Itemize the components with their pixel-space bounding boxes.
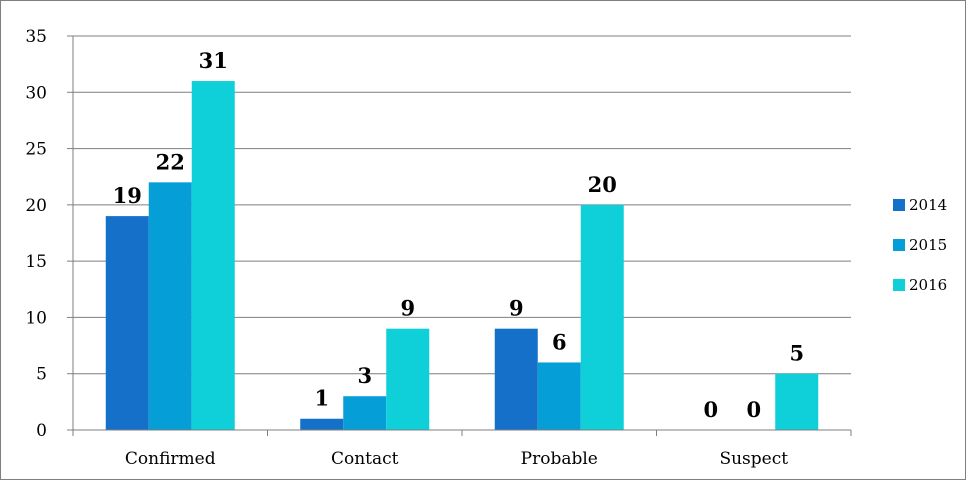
x-category-label: Suspect — [719, 449, 788, 469]
bar-2016 — [775, 373, 819, 430]
bar-2015 — [148, 182, 192, 430]
data-label: 3 — [357, 363, 372, 388]
data-label: 6 — [552, 329, 567, 354]
y-tick-label: 15 — [25, 252, 47, 272]
legend-label: 2016 — [909, 276, 947, 294]
legend-swatch — [893, 199, 905, 211]
bar-2016 — [580, 204, 624, 430]
data-label: 0 — [746, 397, 761, 422]
y-tick-label: 25 — [25, 140, 47, 160]
legend-swatch — [893, 239, 905, 251]
x-axis-categories: Confirmed Contact Probable Suspect — [125, 449, 788, 469]
y-tick-label: 20 — [25, 196, 47, 216]
legend-label: 2015 — [909, 236, 947, 254]
bar-2015 — [537, 362, 581, 430]
bar-2014 — [300, 418, 344, 430]
x-category-label: Confirmed — [125, 449, 216, 469]
data-labels: 19 22 31 1 3 9 9 6 20 0 0 5 — [113, 48, 804, 422]
data-label: 20 — [588, 172, 617, 197]
bars — [105, 81, 819, 431]
bar-2014 — [105, 216, 149, 430]
bar-2014 — [494, 328, 538, 430]
bar-2016 — [191, 81, 235, 431]
legend: 2014 2015 2016 — [893, 196, 947, 294]
y-tick-label: 10 — [25, 308, 47, 328]
data-label: 19 — [113, 183, 142, 208]
bar-2015 — [343, 396, 387, 430]
x-category-label: Contact — [331, 449, 399, 469]
data-label: 1 — [314, 386, 329, 411]
axes — [72, 36, 852, 436]
legend-label: 2014 — [909, 196, 947, 214]
y-tick-label: 5 — [36, 365, 47, 385]
data-label: 22 — [156, 149, 185, 174]
bar-2016 — [386, 328, 430, 430]
data-label: 9 — [509, 296, 524, 321]
data-label: 5 — [789, 341, 804, 366]
y-axis-ticks: 0 5 10 15 20 25 30 35 — [25, 27, 73, 441]
data-label: 0 — [703, 397, 718, 422]
data-label: 31 — [199, 48, 228, 73]
legend-swatch — [893, 279, 905, 291]
x-category-label: Probable — [521, 449, 598, 469]
y-tick-label: 35 — [25, 27, 47, 47]
y-tick-label: 0 — [36, 421, 47, 441]
y-tick-label: 30 — [25, 83, 47, 103]
data-label: 9 — [400, 296, 415, 321]
